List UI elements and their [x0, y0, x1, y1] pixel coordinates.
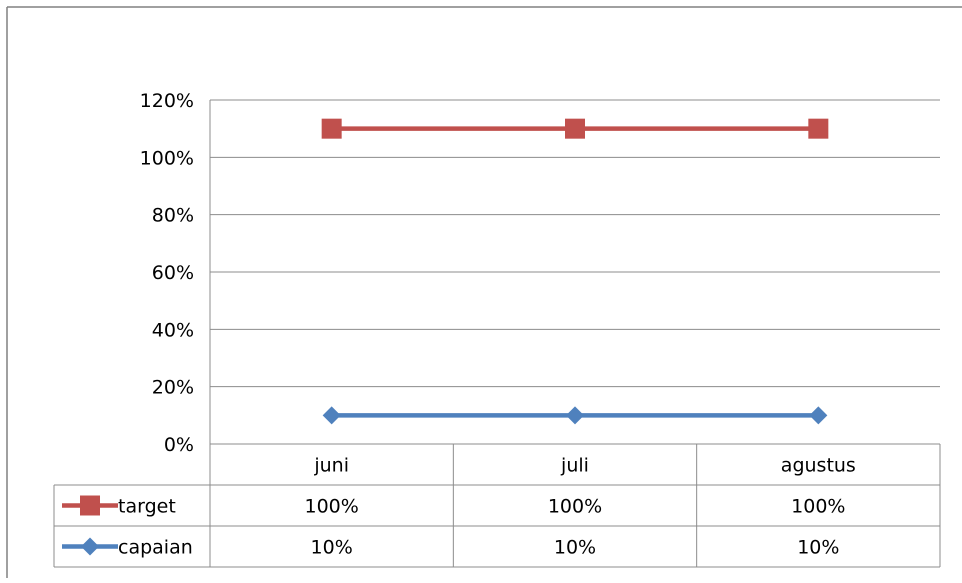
y-tick-label: 20% [152, 377, 194, 399]
y-axis-tick-labels: 0% 20% 40% 60% 80% 100% 120% [140, 90, 194, 456]
y-tick-label: 100% [140, 147, 194, 169]
data-table-cell: 100% [305, 496, 359, 518]
data-table-cell: 10% [554, 537, 596, 559]
x-category-label: juni [313, 455, 349, 477]
y-tick-label: 60% [152, 262, 194, 284]
y-tick-label: 0% [164, 434, 194, 456]
series-marker-square [80, 495, 100, 516]
x-category-label: agustus [781, 455, 856, 477]
series-target [321, 118, 829, 139]
data-table-cell: 10% [797, 537, 839, 559]
gridlines [209, 99, 940, 444]
series-marker-square [808, 118, 829, 139]
data-table-cell: 100% [548, 496, 602, 518]
series-capaian [322, 406, 828, 425]
y-tick-label: 120% [140, 90, 194, 112]
y-tick-label: 80% [152, 205, 194, 227]
y-tick-label: 40% [152, 319, 194, 341]
series-marker-square [321, 118, 342, 139]
series-marker-diamond [322, 406, 341, 425]
series-marker-diamond [81, 537, 99, 556]
series-lines [321, 118, 829, 425]
legend-label-capaian: capaian [118, 537, 193, 559]
series-marker-diamond [566, 406, 584, 425]
legend-key-target [62, 495, 118, 516]
x-category-label: juli [560, 455, 589, 477]
series-marker-diamond [809, 406, 828, 425]
data-table-cell: 10% [311, 537, 353, 559]
legend-key-capaian [62, 537, 118, 556]
legend-label-target: target [118, 496, 176, 518]
series-marker-square [565, 118, 585, 139]
data-table-cell: 100% [791, 496, 845, 518]
data-table: juni juli agustus target 100% 100% 100% capaian… [53, 443, 941, 568]
